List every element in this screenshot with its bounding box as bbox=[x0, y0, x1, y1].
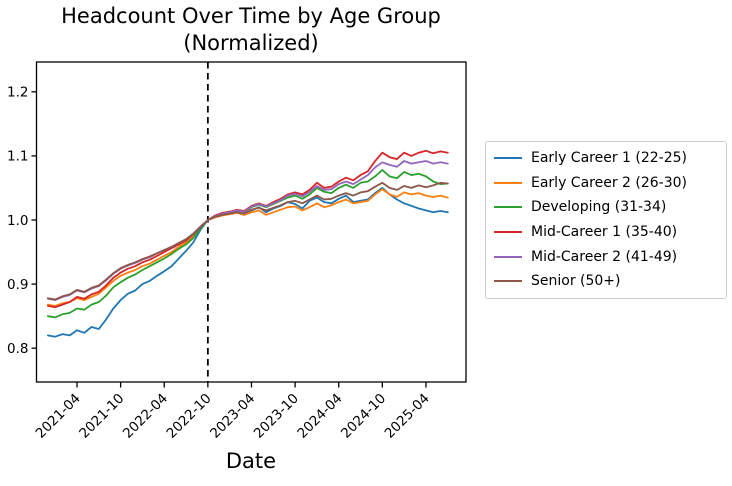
series-line-senior-50 bbox=[47, 181, 449, 301]
legend-line-swatch bbox=[494, 157, 522, 160]
x-tick-label-2023-04: 2023-04 bbox=[207, 391, 258, 442]
legend-item-early-career-1-22-25: Early Career 1 (22-25) bbox=[494, 146, 718, 171]
legend-label: Developing (31-34) bbox=[531, 199, 667, 216]
x-tick-label-2023-10: 2023-10 bbox=[251, 391, 302, 442]
y-tick-label-1.2: 1.2 bbox=[7, 85, 28, 101]
x-tick-label-2021-04: 2021-04 bbox=[33, 391, 84, 442]
legend-line-swatch bbox=[494, 206, 522, 209]
chart-subtitle: (Normalized) bbox=[183, 30, 319, 55]
x-tick-label-2024-10: 2024-10 bbox=[338, 391, 389, 442]
y-tick-label-1.0: 1.0 bbox=[7, 213, 28, 229]
legend-item-senior-50: Senior (50+) bbox=[494, 269, 718, 294]
chart-title: Headcount Over Time by Age Group bbox=[61, 4, 441, 28]
y-tick-label-1.1: 1.1 bbox=[7, 149, 28, 165]
legend-item-developing-31-34: Developing (31-34) bbox=[494, 195, 718, 220]
x-tick-label-2022-10: 2022-10 bbox=[163, 391, 214, 442]
x-tick-label-2025-04: 2025-04 bbox=[382, 391, 433, 442]
legend-label: Mid-Career 1 (35-40) bbox=[531, 224, 678, 241]
legend-label: Early Career 1 (22-25) bbox=[531, 150, 688, 167]
series-line-early-career-2-26-30 bbox=[47, 188, 449, 307]
legend-line-swatch bbox=[494, 181, 522, 184]
legend-label: Mid-Career 2 (41-49) bbox=[531, 248, 678, 265]
legend-item-early-career-2-26-30: Early Career 2 (26-30) bbox=[494, 171, 718, 196]
series-line-mid-career-2-41-49 bbox=[47, 160, 449, 302]
legend-item-mid-career-2-41-49: Mid-Career 2 (41-49) bbox=[494, 244, 718, 269]
y-tick-label-0.9: 0.9 bbox=[7, 277, 28, 293]
legend: Early Career 1 (22-25) Early Career 2 (26… bbox=[485, 141, 727, 299]
legend-label: Early Career 2 (26-30) bbox=[531, 174, 688, 191]
axes-border bbox=[35, 61, 467, 383]
legend-item-mid-career-1-35-40: Mid-Career 1 (35-40) bbox=[494, 220, 718, 245]
x-tick-label-2024-04: 2024-04 bbox=[294, 391, 345, 442]
legend-line-swatch bbox=[494, 231, 522, 234]
x-axis-label: Date bbox=[225, 449, 277, 473]
legend-label: Senior (50+) bbox=[531, 273, 621, 290]
x-tick-label-2022-04: 2022-04 bbox=[120, 391, 171, 442]
x-tick-label-2021-10: 2021-10 bbox=[76, 391, 127, 442]
legend-line-swatch bbox=[494, 280, 522, 283]
chart-title-block: Headcount Over Time by Age Group (Normal… bbox=[0, 3, 502, 57]
y-tick-label-0.8: 0.8 bbox=[7, 341, 28, 357]
legend-line-swatch bbox=[494, 255, 522, 258]
